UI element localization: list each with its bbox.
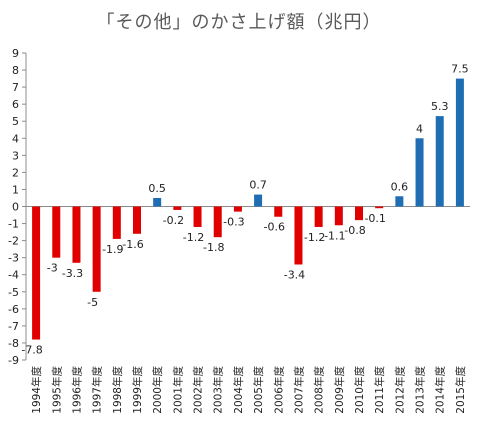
bar (72, 206, 81, 263)
y-tick-label: -1 (8, 218, 19, 231)
bar (435, 116, 444, 207)
data-label: 4 (416, 122, 423, 135)
category-label: 1995年度 (50, 366, 63, 414)
y-tick-label: -3 (8, 252, 19, 265)
y-tick-label: 8 (12, 64, 19, 77)
bar (112, 206, 121, 239)
data-label: 7.5 (451, 63, 469, 76)
data-label: -1.2 (183, 231, 204, 244)
data-label: -1.9 (102, 243, 123, 256)
bar (294, 206, 303, 265)
data-label: -1.1 (324, 229, 345, 242)
y-tick-label: 5 (12, 115, 19, 128)
y-tick-label: 3 (12, 149, 19, 162)
y-tick-label: 0 (12, 201, 19, 214)
category-label: 2011年度 (373, 366, 386, 414)
bar (455, 78, 464, 207)
y-tick-label: 9 (12, 47, 19, 60)
bar (274, 206, 283, 217)
bar (173, 206, 182, 210)
y-tick-label: -2 (8, 235, 19, 248)
data-label: -1.2 (304, 231, 325, 244)
category-label: 2008年度 (313, 366, 326, 414)
bar (395, 196, 404, 207)
category-label: 1998年度 (111, 366, 124, 414)
data-label: 5.3 (431, 100, 449, 113)
data-label: -1.6 (122, 238, 143, 251)
category-label: 2005年度 (252, 366, 265, 414)
data-label: -0.3 (223, 216, 244, 229)
data-label: -5 (87, 296, 98, 309)
category-label: 2012年度 (393, 366, 406, 414)
category-label: 2010年度 (353, 366, 366, 414)
category-label: 2013年度 (414, 366, 427, 414)
bar (32, 206, 41, 340)
bar (254, 194, 263, 207)
chart-title: 「その他」のかさ上げ額（兆円） (96, 12, 382, 33)
data-label: -0.2 (163, 214, 184, 227)
category-label: 2000年度 (151, 366, 164, 414)
bar (314, 206, 323, 227)
data-label: -3.3 (62, 267, 83, 280)
bar (92, 206, 101, 292)
category-label: 2009年度 (333, 366, 346, 414)
y-tick-label: -7 (8, 320, 19, 333)
category-label: 2001年度 (171, 366, 184, 414)
y-tick-label: -9 (8, 354, 19, 367)
category-label: 2015年度 (454, 366, 467, 414)
category-label: 2004年度 (232, 366, 245, 414)
bar (133, 206, 141, 234)
bar (52, 206, 61, 258)
data-label: 0.6 (391, 180, 409, 193)
y-tick-label: -8 (8, 337, 19, 350)
y-tick-label: 2 (12, 166, 19, 179)
y-tick-label: -4 (8, 269, 19, 282)
category-label: 1997年度 (91, 366, 104, 414)
bar (375, 206, 384, 209)
y-tick-label: -6 (8, 303, 19, 316)
category-label: 2002年度 (192, 366, 205, 414)
bar (233, 206, 242, 212)
data-label: 0.7 (249, 179, 267, 192)
data-label: -0.6 (264, 221, 285, 234)
bar (213, 206, 222, 238)
data-label: -0.1 (364, 212, 385, 225)
category-label: 1999年度 (131, 366, 144, 414)
y-tick-label: 4 (12, 132, 19, 145)
bar (415, 138, 424, 207)
category-label: 2014年度 (434, 366, 447, 414)
bar (193, 206, 202, 227)
y-tick-label: 6 (12, 98, 19, 111)
y-tick-label: -5 (8, 286, 19, 299)
bar (355, 206, 363, 221)
category-label: 1996年度 (70, 366, 83, 414)
data-label: 0.5 (148, 182, 166, 195)
category-label: 1994年度 (30, 366, 43, 414)
category-label: 2006年度 (272, 366, 285, 414)
data-label: -7.8 (21, 344, 42, 357)
y-tick-label: 7 (12, 81, 19, 94)
category-label: 2007年度 (292, 366, 305, 414)
bar (153, 197, 162, 207)
data-label: -3.4 (284, 268, 305, 281)
y-tick-label: 1 (12, 183, 19, 196)
category-label: 2003年度 (212, 366, 225, 414)
data-label: -3 (47, 262, 58, 275)
data-label: -1.8 (203, 241, 224, 254)
bar (334, 206, 343, 226)
data-label: -0.8 (344, 224, 365, 237)
